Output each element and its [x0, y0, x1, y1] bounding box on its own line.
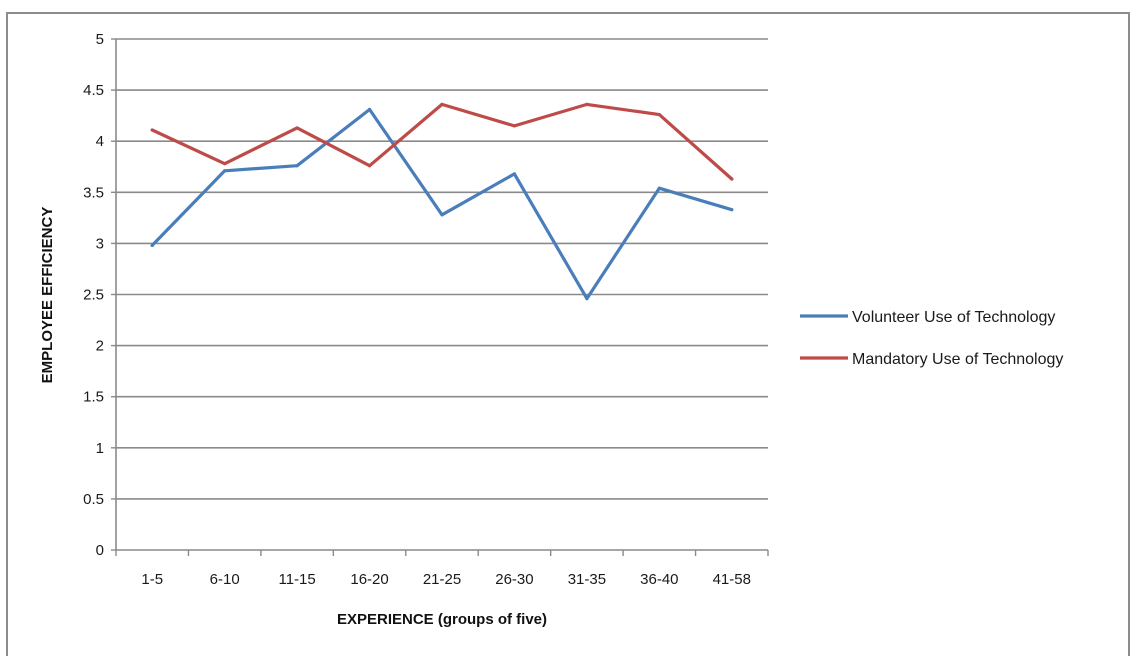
y-tick-label: 1.5 — [83, 389, 104, 406]
x-tick-label: 26-30 — [495, 571, 533, 588]
gridlines — [111, 38, 768, 551]
data-point — [295, 126, 299, 130]
data-point — [585, 102, 589, 107]
y-axis-label: EMPLOYEE EFFICIENCY — [39, 207, 56, 384]
x-tick-label: 1-5 — [141, 571, 163, 588]
x-tick-label: 36-40 — [640, 571, 678, 588]
data-point — [440, 102, 444, 107]
series-line-0 — [150, 107, 734, 301]
x-tick-label: 41-58 — [713, 571, 751, 588]
data-point — [657, 186, 661, 190]
y-tick-label: 4.5 — [83, 82, 104, 99]
data-point — [367, 164, 372, 168]
data-point — [440, 213, 444, 217]
data-point — [150, 128, 154, 132]
data-point — [223, 169, 227, 173]
data-point — [150, 243, 154, 248]
data-point — [730, 177, 734, 181]
data-point — [367, 107, 372, 112]
y-tick-label: 3.5 — [83, 184, 104, 201]
x-tick-label: 11-15 — [278, 571, 315, 588]
x-tick-labels: 1-5 6-10 11-15 16-20 21-25 26-30 31-35 36-40 41-… — [141, 571, 751, 588]
y-tick-label: 4 — [96, 133, 104, 150]
data-point — [223, 162, 227, 166]
y-tick-labels: 0 0.5 1 1.5 2 2.5 3 3.5 4 4.5 5 — [83, 31, 104, 559]
legend: Volunteer Use of Technology Mandatory Use… — [800, 309, 1063, 368]
y-tick-label: 2.5 — [83, 287, 104, 304]
data-point — [585, 296, 589, 301]
data-point — [657, 113, 661, 117]
data-point — [512, 172, 517, 176]
data-point — [730, 208, 734, 212]
x-tick-label: 16-20 — [350, 571, 388, 588]
x-tick-label: 21-25 — [423, 571, 461, 588]
data-point — [512, 124, 517, 128]
x-tick-label: 6-10 — [210, 571, 240, 588]
x-axis-label: EXPERIENCE (groups of five) — [337, 611, 547, 628]
data-point — [295, 164, 299, 168]
y-tick-label: 2 — [96, 338, 104, 355]
series-lines — [150, 102, 734, 301]
y-tick-label: 0 — [96, 542, 104, 559]
x-tick-label: 31-35 — [568, 571, 606, 588]
legend-label: Mandatory Use of Technology — [852, 351, 1063, 368]
y-tick-label: 5 — [96, 31, 104, 48]
y-tick-label: 3 — [96, 235, 104, 252]
chart-frame — [6, 12, 1130, 656]
legend-label: Volunteer Use of Technology — [852, 309, 1055, 326]
x-axis — [115, 39, 769, 556]
y-tick-label: 0.5 — [83, 491, 104, 508]
y-tick-label: 1 — [96, 440, 104, 457]
